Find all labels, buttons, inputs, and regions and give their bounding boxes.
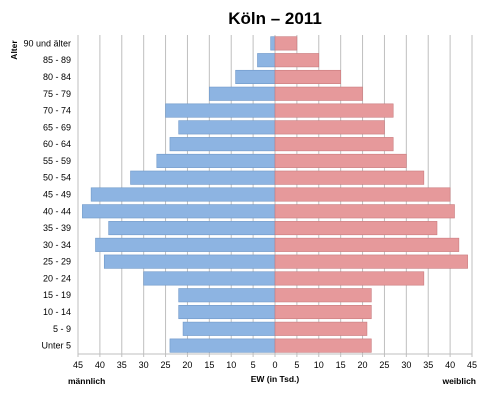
category-label-0: 90 und älter <box>23 38 71 48</box>
bar-weiblich-16 <box>274 305 372 320</box>
bar-maennlich-2 <box>235 69 276 84</box>
category-label-2: 80 - 84 <box>43 72 71 82</box>
bar-maennlich-6 <box>169 137 276 152</box>
category-label-6: 60 - 64 <box>43 139 71 149</box>
bar-weiblich-1 <box>274 53 320 68</box>
bar-maennlich-12 <box>95 237 276 252</box>
bar-maennlich-15 <box>178 288 276 303</box>
bar-weiblich-8 <box>274 170 425 185</box>
bars-layer <box>82 36 468 353</box>
chart-title: Köln – 2011 <box>228 9 322 28</box>
bar-maennlich-8 <box>130 170 276 185</box>
x-tick-label-1: 40 <box>95 360 105 370</box>
category-label-17: 5 - 9 <box>53 324 71 334</box>
bar-maennlich-9 <box>90 187 276 202</box>
x-tick-label-11: 10 <box>314 360 324 370</box>
bar-weiblich-13 <box>274 254 468 269</box>
category-label-3: 75 - 79 <box>43 89 71 99</box>
category-label-11: 35 - 39 <box>43 223 71 233</box>
bar-weiblich-0 <box>274 36 298 51</box>
bar-weiblich-7 <box>274 153 407 168</box>
bar-weiblich-9 <box>274 187 451 202</box>
category-label-5: 65 - 69 <box>43 122 71 132</box>
x-tick-label-15: 30 <box>401 360 411 370</box>
bar-weiblich-14 <box>274 271 425 286</box>
x-tick-label-16: 35 <box>423 360 433 370</box>
bar-weiblich-11 <box>274 221 438 236</box>
x-tick-label-10: 5 <box>294 360 299 370</box>
bar-weiblich-2 <box>274 69 341 84</box>
bar-maennlich-4 <box>165 103 276 118</box>
bar-weiblich-3 <box>274 86 363 101</box>
category-label-15: 15 - 19 <box>43 290 71 300</box>
category-label-1: 85 - 89 <box>43 55 71 65</box>
category-label-10: 40 - 44 <box>43 206 71 216</box>
category-label-13: 25 - 29 <box>43 257 71 267</box>
x-tick-label-7: 10 <box>226 360 236 370</box>
category-label-16: 10 - 14 <box>43 307 71 317</box>
female-label: weiblich <box>441 376 476 386</box>
category-label-18: Unter 5 <box>41 341 71 351</box>
bar-maennlich-0 <box>270 36 276 51</box>
bar-maennlich-16 <box>178 305 276 320</box>
category-label-8: 50 - 54 <box>43 173 71 183</box>
bar-maennlich-11 <box>108 221 276 236</box>
x-tick-label-6: 15 <box>204 360 214 370</box>
x-tick-label-12: 15 <box>336 360 346 370</box>
category-label-9: 45 - 49 <box>43 190 71 200</box>
category-label-12: 30 - 34 <box>43 240 71 250</box>
bar-maennlich-5 <box>178 120 276 135</box>
x-tick-label-17: 40 <box>445 360 455 370</box>
x-tick-label-2: 35 <box>117 360 127 370</box>
bar-weiblich-12 <box>274 237 460 252</box>
bar-weiblich-18 <box>274 338 372 353</box>
bar-maennlich-13 <box>103 254 276 269</box>
x-tick-label-18: 45 <box>467 360 477 370</box>
category-label-7: 55 - 59 <box>43 156 71 166</box>
bar-weiblich-15 <box>274 288 372 303</box>
x-tick-label-5: 20 <box>182 360 192 370</box>
bar-maennlich-7 <box>156 153 276 168</box>
bar-maennlich-17 <box>182 321 276 336</box>
bar-weiblich-5 <box>274 120 385 135</box>
bar-maennlich-1 <box>257 53 276 68</box>
category-label-4: 70 - 74 <box>43 106 71 116</box>
bar-maennlich-10 <box>82 204 276 219</box>
x-tick-label-8: 5 <box>251 360 256 370</box>
category-label-14: 20 - 24 <box>43 273 71 283</box>
category-labels: 90 und älter 85 - 89 80 - 84 75 - 79 70 - 74… <box>23 38 71 350</box>
bar-weiblich-17 <box>274 321 368 336</box>
male-label: männlich <box>68 376 105 386</box>
x-tick-label-14: 25 <box>379 360 389 370</box>
bar-weiblich-6 <box>274 137 394 152</box>
x-axis-label: EW (in Tsd.) <box>251 374 300 384</box>
bar-maennlich-3 <box>209 86 276 101</box>
x-tick-label-0: 45 <box>73 360 83 370</box>
x-tick-label-13: 20 <box>358 360 368 370</box>
x-tick-label-9: 0 <box>272 360 277 370</box>
x-tick-labels: 45 40 35 30 25 20 15 10 5 0 5 10 15 20 25 30 35 40 45 <box>73 360 477 370</box>
x-tick-label-3: 30 <box>139 360 149 370</box>
y-axis-label: Alter <box>9 40 19 60</box>
bar-weiblich-10 <box>274 204 455 219</box>
bar-weiblich-4 <box>274 103 394 118</box>
bar-maennlich-18 <box>169 338 276 353</box>
bar-maennlich-14 <box>143 271 276 286</box>
x-tick-label-4: 25 <box>161 360 171 370</box>
